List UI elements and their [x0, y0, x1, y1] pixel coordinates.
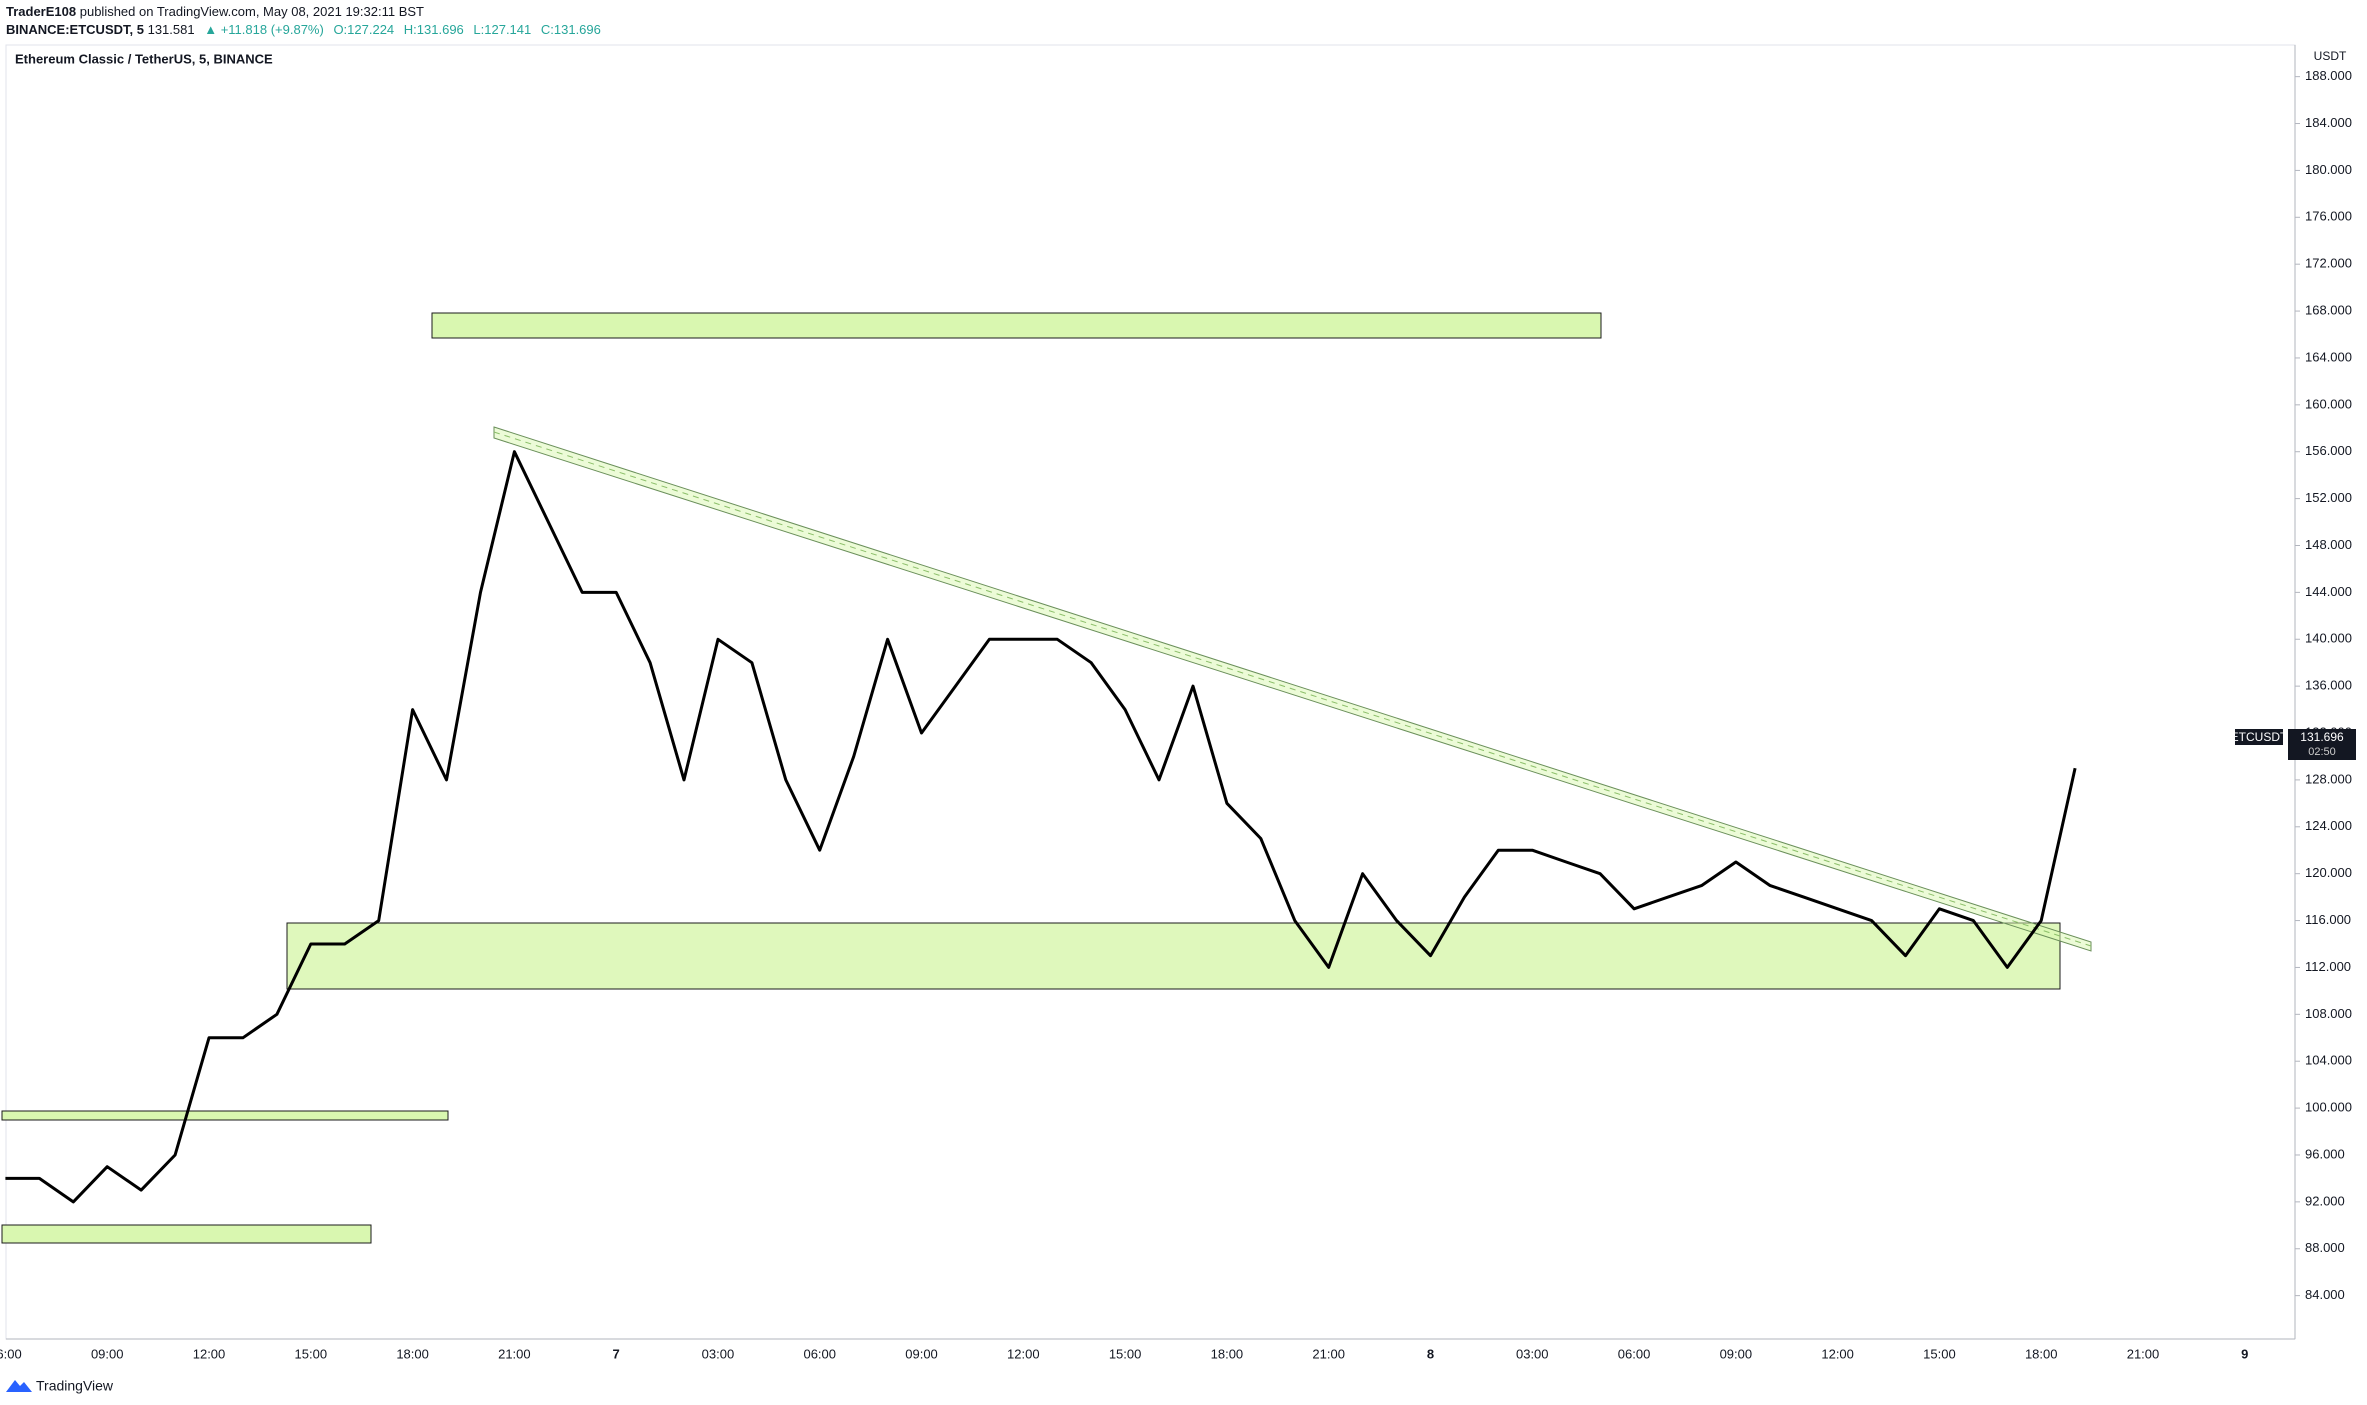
- price-tag-countdown: 02:50: [2308, 746, 2336, 758]
- author: TraderE108: [6, 4, 77, 19]
- y-tick-label: 148.000: [2305, 537, 2352, 552]
- x-tick-label: 18:00: [396, 1346, 429, 1361]
- y-tick-label: 172.000: [2305, 256, 2352, 271]
- y-tick-label: 140.000: [2305, 631, 2352, 646]
- trend-midline: [493, 431, 2092, 947]
- y-tick-label: 88.000: [2305, 1240, 2345, 1255]
- x-tick-label: 09:00: [905, 1346, 938, 1361]
- y-tick-label: 112.000: [2305, 959, 2351, 974]
- x-tick-label: 03:00: [702, 1346, 735, 1361]
- y-tick-label: 188.000: [2305, 68, 2352, 83]
- x-tick-label: 15:00: [295, 1346, 328, 1361]
- x-tick-label: 18:00: [1211, 1346, 1244, 1361]
- y-tick-label: 120.000: [2305, 865, 2352, 880]
- x-tick-label: 21:00: [498, 1346, 531, 1361]
- close: C:131.696: [540, 22, 601, 37]
- x-tick-label: 21:00: [2127, 1346, 2160, 1361]
- y-tick-label: 144.000: [2305, 584, 2352, 599]
- x-tick-label: 06:00: [1618, 1346, 1651, 1361]
- price-tag: [2288, 729, 2356, 760]
- open: O:127.224: [333, 22, 395, 37]
- y-tick-label: 152.000: [2305, 490, 2352, 505]
- change: ▲ +11.818 (+9.87%): [204, 22, 324, 37]
- logo: [6, 1380, 32, 1392]
- x-tick-label: 12:00: [193, 1346, 226, 1361]
- last-price: 131.581: [147, 22, 195, 37]
- x-tick-label: 18:00: [2025, 1346, 2058, 1361]
- y-axis-unit: USDT: [2314, 49, 2347, 63]
- x-tick-label: 03:00: [1516, 1346, 1549, 1361]
- symbol-tag: [2235, 729, 2283, 745]
- x-tick-label: 12:00: [1821, 1346, 1854, 1361]
- y-tick-label: 124.000: [2305, 818, 2352, 833]
- price-line: [5, 450, 2077, 1204]
- plot-frame: [5, 44, 2296, 1340]
- y-tick-label: 100.000: [2305, 1100, 2352, 1115]
- x-tick-label: 7: [613, 1346, 620, 1361]
- x-tick-label: 21:00: [1312, 1346, 1345, 1361]
- zone: [1, 1110, 449, 1121]
- x-tick-label: 9: [2241, 1346, 2248, 1361]
- zone: [1, 1224, 372, 1244]
- y-tick-label: 108.000: [2305, 1006, 2352, 1021]
- y-tick-label: 180.000: [2305, 162, 2352, 177]
- y-tick-label: 92.000: [2305, 1193, 2345, 1208]
- y-tick-label: 156.000: [2305, 443, 2352, 458]
- x-tick-label: 15:00: [1923, 1346, 1956, 1361]
- y-tick-label: 128.000: [2305, 771, 2352, 786]
- publish-line: TraderE108 published on TradingView.com,…: [6, 4, 430, 19]
- symbol-line: BINANCE:ETCUSDT, 5 131.581 ▲ +11.818 (+9…: [6, 22, 607, 37]
- x-tick-label: 06:00: [803, 1346, 836, 1361]
- symbol: BINANCE:ETCUSDT, 5: [6, 22, 144, 37]
- x-tick-label: 15:00: [1109, 1346, 1142, 1361]
- zone: [431, 312, 1602, 339]
- y-tick-label: 104.000: [2305, 1053, 2352, 1068]
- y-tick-label: 84.000: [2305, 1287, 2345, 1302]
- x-tick-label: 09:00: [91, 1346, 124, 1361]
- y-tick-label: 136.000: [2305, 678, 2352, 693]
- y-tick-label: 184.000: [2305, 115, 2352, 130]
- x-tick-label: 09:00: [1720, 1346, 1753, 1361]
- y-tick-label: 168.000: [2305, 303, 2352, 318]
- price-tag-value: 131.696: [2300, 730, 2344, 744]
- x-tick-label: 12:00: [1007, 1346, 1040, 1361]
- y-tick-label: 160.000: [2305, 396, 2352, 411]
- x-tick-label: 8: [1427, 1346, 1434, 1361]
- y-tick-label: 116.000: [2305, 912, 2351, 927]
- chart-title: Ethereum Classic / TetherUS, 5, BINANCE: [15, 51, 273, 66]
- footer-brand: TradingView: [36, 1378, 114, 1394]
- low: L:127.141: [473, 22, 532, 37]
- y-tick-label: 176.000: [2305, 209, 2352, 224]
- y-tick-label: 164.000: [2305, 349, 2352, 364]
- zone: [286, 922, 2061, 990]
- y-tick-label: 96.000: [2305, 1146, 2345, 1161]
- publish-info: published on TradingView.com, May 08, 20…: [79, 4, 424, 19]
- x-tick-label: 06:00: [0, 1346, 22, 1361]
- high: H:131.696: [403, 22, 464, 37]
- symbol-tag-text: ETCUSDT: [2231, 730, 2288, 744]
